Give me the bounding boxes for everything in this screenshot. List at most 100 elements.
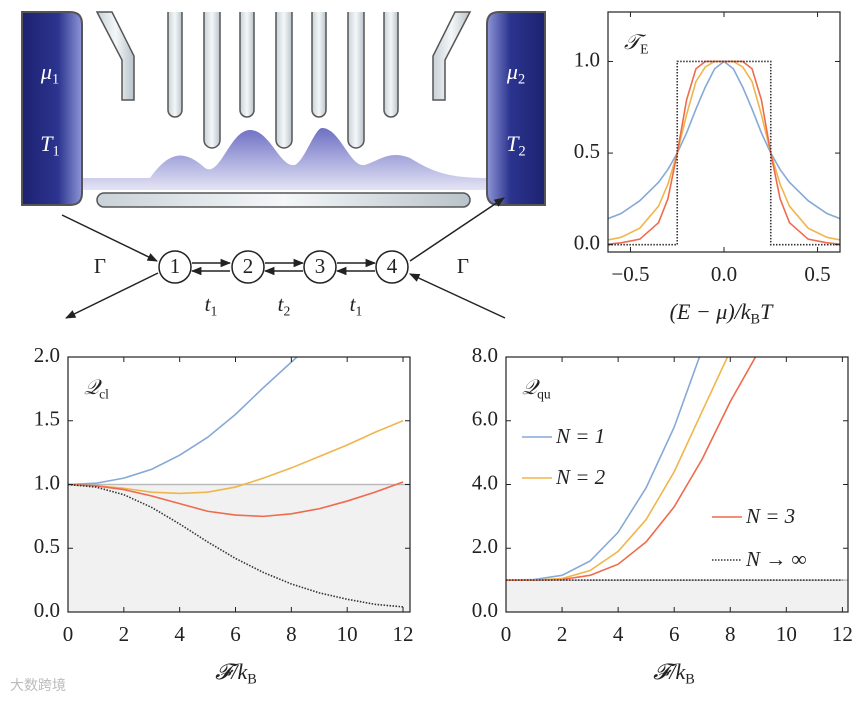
series-line bbox=[608, 60, 840, 245]
series-line bbox=[68, 357, 298, 486]
reservoir-potential-part: 2 bbox=[518, 72, 525, 88]
x-tick-label: 6 bbox=[669, 622, 680, 646]
reservoir-temperature-part: T bbox=[506, 131, 520, 156]
x-tick-label: 8 bbox=[286, 622, 297, 646]
x-axis-label-part: (E − μ)/k bbox=[670, 299, 752, 324]
y-tick-label: 1.5 bbox=[34, 407, 60, 431]
coupling-label-part: t bbox=[278, 292, 285, 316]
coupling-label-part: t bbox=[205, 292, 212, 316]
x-tick-label: 12 bbox=[832, 622, 853, 646]
series-line bbox=[608, 60, 840, 241]
rate-label: Γ bbox=[457, 254, 469, 278]
legend-label: N = 3 bbox=[745, 504, 795, 528]
y-tick-label: 0.0 bbox=[34, 598, 60, 622]
y-tick-label: 2.0 bbox=[34, 343, 60, 367]
x-axis-label-part: T bbox=[760, 299, 774, 324]
watermark: 大数跨境 bbox=[10, 678, 66, 694]
x-tick-label: 2 bbox=[557, 622, 568, 646]
reservoir-temperature: T1 bbox=[40, 131, 59, 160]
arrow bbox=[65, 272, 159, 319]
panel-label-part: 𝒬 bbox=[84, 375, 102, 399]
reservoir-temperature-part: 1 bbox=[53, 144, 60, 160]
node-label: 2 bbox=[243, 254, 254, 278]
x-tick-label: 4 bbox=[613, 622, 624, 646]
shaded-region bbox=[68, 484, 410, 612]
shaded-region bbox=[506, 580, 848, 612]
back-gate bbox=[96, 192, 471, 208]
coupling-label-part: 2 bbox=[284, 303, 291, 318]
coupling-label: t1 bbox=[350, 292, 363, 319]
y-tick-label: 6.0 bbox=[472, 407, 498, 431]
legend-label: N = 1 bbox=[555, 424, 605, 448]
gate bbox=[432, 11, 472, 101]
y-tick-label: 1.0 bbox=[34, 470, 60, 494]
coupling-label-part: t bbox=[350, 292, 357, 316]
reservoir-potential-part: μ bbox=[40, 59, 52, 84]
reservoir-temperature-part: T bbox=[40, 131, 54, 156]
y-tick-label: 0.5 bbox=[34, 534, 60, 558]
gate bbox=[239, 12, 255, 118]
x-tick-label: 4 bbox=[174, 622, 185, 646]
series-line bbox=[608, 60, 840, 246]
panel-label-part: 𝒬 bbox=[522, 375, 540, 399]
y-tick-label: 1.0 bbox=[574, 47, 600, 71]
coupling-label-part: 1 bbox=[211, 303, 218, 318]
reservoir-temperature: T2 bbox=[506, 131, 525, 160]
x-tick-label: 2 bbox=[119, 622, 130, 646]
x-axis-label-part: B bbox=[247, 672, 257, 688]
gate bbox=[311, 12, 327, 118]
gate bbox=[347, 12, 365, 149]
device-diagram: Γ Γ bbox=[21, 11, 546, 319]
x-axis-label-part: 𝓕/k bbox=[653, 659, 686, 684]
gate bbox=[203, 12, 221, 149]
arrow bbox=[409, 273, 506, 319]
x-axis-label-part: B bbox=[751, 312, 761, 328]
x-axis-label: 𝓕/kB bbox=[215, 659, 257, 688]
x-tick-label: −0.5 bbox=[611, 262, 649, 286]
panel-label: 𝒬qu bbox=[522, 375, 551, 402]
x-tick-label: 0.0 bbox=[711, 262, 737, 286]
reservoir-temperature-part: 2 bbox=[519, 144, 526, 160]
reservoir-potential: μ1 bbox=[40, 59, 59, 88]
gate bbox=[383, 12, 399, 118]
potential-landscape bbox=[82, 128, 487, 190]
series-line bbox=[68, 420, 404, 495]
panel-label-part: E bbox=[640, 41, 648, 56]
node-label: 3 bbox=[315, 254, 326, 278]
x-axis-label-part: B bbox=[685, 672, 695, 688]
plot-area bbox=[506, 357, 848, 612]
x-tick-label: 0 bbox=[501, 622, 512, 646]
gate bbox=[167, 12, 183, 118]
x-tick-label: 10 bbox=[337, 622, 358, 646]
arrow bbox=[61, 214, 158, 262]
series-line bbox=[608, 60, 840, 220]
x-tick-label: 6 bbox=[230, 622, 241, 646]
node-label: 1 bbox=[170, 254, 181, 278]
coupling-label: t1 bbox=[205, 292, 218, 319]
reservoir-potential-part: μ bbox=[506, 59, 518, 84]
y-tick-label: 4.0 bbox=[472, 470, 498, 494]
x-tick-label: 12 bbox=[393, 622, 414, 646]
panel-label-part: cl bbox=[99, 386, 109, 401]
y-tick-label: 0.0 bbox=[574, 230, 600, 254]
y-tick-label: 2.0 bbox=[472, 534, 498, 558]
rate-label: Γ bbox=[94, 254, 106, 278]
node bbox=[158, 250, 192, 284]
legend-label: N = 2 bbox=[555, 465, 606, 489]
gate bbox=[95, 11, 135, 101]
legend-label: N → ∞ bbox=[745, 547, 807, 571]
x-tick-label: 10 bbox=[776, 622, 797, 646]
x-axis-label: (E − μ)/kBT bbox=[670, 299, 774, 328]
node bbox=[303, 250, 337, 284]
left-reservoir bbox=[21, 11, 83, 206]
coupling-label: t2 bbox=[278, 292, 291, 319]
x-tick-label: 8 bbox=[725, 622, 736, 646]
series-line bbox=[68, 481, 404, 518]
panel-label: 𝒬cl bbox=[84, 375, 109, 402]
reservoir-potential: μ2 bbox=[506, 59, 525, 88]
reservoir-potential-part: 1 bbox=[52, 72, 59, 88]
node bbox=[375, 250, 409, 284]
coupling-label-part: 1 bbox=[356, 303, 363, 318]
panel-label-part: qu bbox=[537, 386, 551, 401]
